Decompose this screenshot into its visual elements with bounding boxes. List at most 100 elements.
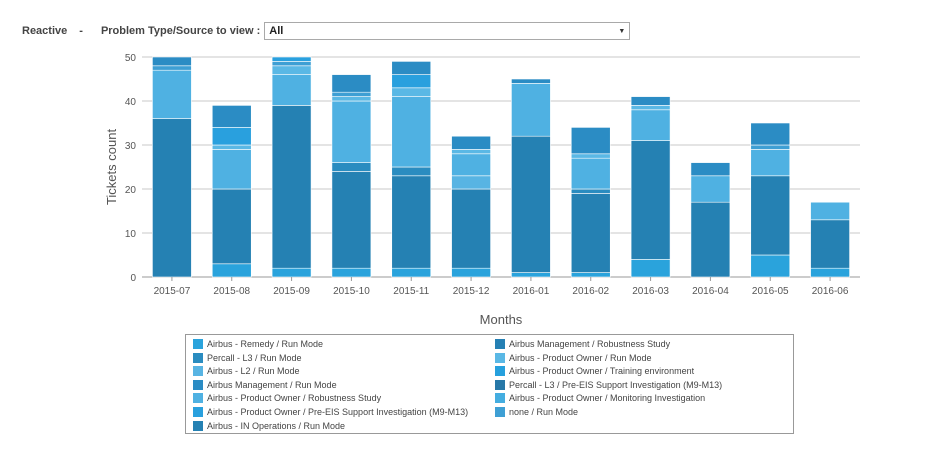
x-tick-label: 2016-04 — [692, 286, 729, 297]
bar-segment — [750, 149, 791, 177]
legend-swatch — [495, 366, 505, 377]
legend-item[interactable]: Airbus Management / Run Mode — [193, 379, 337, 391]
legend-swatch — [193, 379, 203, 390]
bar-segment — [152, 65, 192, 71]
bar-segment — [271, 56, 312, 62]
x-tick-label: 2016-02 — [572, 286, 609, 297]
legend-item[interactable]: Airbus Management / Robustness Study — [495, 338, 670, 350]
x-tick-label: 2016-03 — [632, 286, 669, 297]
dropdown-arrow-icon[interactable]: ▼ — [618, 27, 626, 35]
legend-label: Airbus - IN Operations / Run Mode — [207, 420, 346, 431]
x-tick-label: 2016-01 — [513, 286, 550, 297]
x-tick-label: 2015-10 — [333, 286, 370, 297]
bar-segment — [331, 267, 372, 278]
bar-segment — [331, 100, 372, 163]
bar-segment — [630, 109, 671, 141]
bar-segment — [211, 188, 252, 265]
bar-segment — [331, 162, 372, 172]
bar-segment — [750, 175, 791, 256]
legend-item[interactable]: Airbus - Product Owner / Robustness Stud… — [193, 392, 381, 404]
bar-segment — [271, 105, 312, 269]
legend-swatch — [193, 393, 203, 404]
bar-segment — [810, 219, 850, 269]
legend-swatch — [495, 339, 505, 349]
x-tick-label: 2015-07 — [154, 286, 191, 297]
bar-segment — [451, 267, 491, 278]
bar-segment — [211, 127, 252, 146]
legend-label: Percall - L3 / Pre-EIS Support Investiga… — [509, 379, 723, 390]
legend-item[interactable]: Airbus - Product Owner / Pre-EIS Support… — [193, 406, 468, 418]
bar-segment — [271, 267, 312, 278]
bar-segment — [271, 74, 312, 106]
bar-segment — [211, 105, 252, 128]
legend-item[interactable]: Percall - L3 / Run Mode — [193, 352, 302, 364]
legend-item[interactable]: Airbus - Product Owner / Monitoring Inve… — [495, 392, 705, 404]
bar-segment — [391, 61, 432, 75]
legend-swatch — [495, 407, 505, 417]
bar-segment — [271, 65, 312, 75]
stacked-bar-chart: 0 10 20 30 40 50 2015-07 2015-08 2015-09 2015-10 2… — [104, 53, 860, 327]
bar-segment — [451, 153, 491, 177]
bar-segment — [391, 96, 432, 168]
bar-segment — [152, 69, 192, 119]
bar-segment — [391, 74, 432, 89]
legend-item[interactable]: Airbus - IN Operations / Run Mode — [193, 420, 345, 432]
y-tick-label: 20 — [125, 185, 137, 196]
legend-item[interactable]: Airbus - Product Owner / Run Mode — [495, 352, 652, 364]
bar-segment — [570, 188, 611, 194]
bar-segment — [750, 144, 791, 150]
bar-segment — [391, 166, 432, 177]
legend-swatch — [193, 407, 203, 417]
bar-segment — [451, 135, 491, 150]
legend-swatch — [193, 352, 203, 363]
legend-item[interactable]: Airbus - L2 / Run Mode — [193, 365, 300, 377]
legend-item[interactable]: Airbus - Product Owner / Training enviro… — [495, 365, 694, 377]
legend-item[interactable]: Percall - L3 / Pre-EIS Support Investiga… — [495, 379, 722, 391]
x-axis-title: Months — [480, 312, 523, 327]
bar-segment — [331, 74, 372, 93]
bar-segment — [451, 175, 491, 190]
bar-segment — [391, 267, 432, 278]
legend-label: none / Run Mode — [509, 407, 579, 417]
bar-segment — [570, 272, 611, 278]
bar-segment — [810, 267, 850, 278]
legend-swatch — [495, 379, 505, 390]
legend-label: Airbus - Remedy / Run Mode — [207, 339, 324, 349]
bar-segment — [211, 263, 252, 278]
legend-label: Airbus - Product Owner / Training enviro… — [509, 366, 695, 377]
legend-item[interactable]: none / Run Mode — [495, 406, 578, 418]
bar-segment — [750, 254, 791, 278]
bar-segment — [331, 171, 372, 269]
x-tick-label: 2016-05 — [752, 286, 789, 297]
y-tick-label: 40 — [125, 97, 137, 108]
bar-segment — [690, 175, 731, 203]
legend-swatch — [193, 366, 203, 377]
legend-label: Airbus - Product Owner / Monitoring Inve… — [509, 393, 706, 404]
bar-segment — [630, 259, 671, 278]
bar-segment — [211, 144, 252, 150]
legend-item[interactable]: Airbus - Remedy / Run Mode — [193, 338, 323, 350]
bar-segment — [391, 87, 432, 97]
mode-label: Reactive — [22, 25, 68, 37]
y-tick-label: 0 — [130, 273, 136, 284]
x-tick-label: 2015-08 — [213, 286, 250, 297]
legend-label: Airbus - Product Owner / Run Mode — [509, 352, 652, 363]
bar-segment — [152, 56, 192, 67]
bar-segment — [451, 149, 491, 155]
problem-type-label: Problem Type/Source to view : — [100, 25, 261, 37]
problem-type-select[interactable]: All ▼ — [264, 22, 631, 40]
bar-segment — [630, 105, 671, 111]
legend-swatch — [495, 352, 505, 363]
bar-segment — [810, 201, 850, 221]
legend-label: Airbus Management / Run Mode — [207, 379, 337, 390]
x-tick-label: 2015-11 — [393, 286, 429, 297]
legend-label: Airbus Management / Robustness Study — [509, 339, 671, 349]
bar-segment — [152, 118, 192, 278]
legend-swatch — [193, 420, 203, 431]
legend-label: Airbus - Product Owner / Pre-EIS Support… — [207, 407, 469, 417]
legend-label: Airbus - Product Owner / Robustness Stud… — [207, 393, 382, 404]
bar-segment — [690, 201, 731, 278]
legend-swatch — [193, 339, 203, 349]
x-tick-label: 2015-09 — [273, 286, 310, 297]
bar-segment — [451, 188, 491, 269]
